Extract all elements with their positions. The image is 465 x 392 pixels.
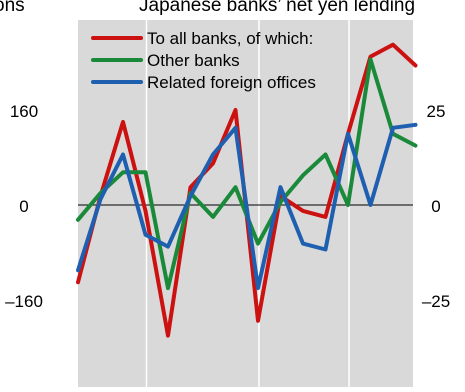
right-tick-label: 25: [427, 102, 446, 121]
legend-label-3: Related foreign offices: [147, 73, 316, 92]
right-tick-label: –25: [422, 292, 450, 311]
header: ons Japanese banks’ net yen lending: [0, 0, 415, 16]
series-lines: [76, 42, 418, 338]
left-tick-label: 0: [19, 197, 28, 216]
legend: To all banks, of which: Other banks Relate…: [91, 29, 316, 92]
chart-title-fragment: Japanese banks’ net yen lending: [139, 0, 415, 16]
right-tick-label: 0: [431, 197, 440, 216]
left-tick-label: –160: [5, 292, 43, 311]
series-line-3: [76, 122, 418, 291]
legend-label-2: Other banks: [147, 51, 240, 70]
left-axis-unit-fragment: ons: [0, 0, 25, 16]
left-tick-label: 160: [10, 102, 38, 121]
axes: 160 0 –160 25 0 –25: [5, 102, 450, 311]
legend-label-1: To all banks, of which:: [147, 29, 313, 48]
